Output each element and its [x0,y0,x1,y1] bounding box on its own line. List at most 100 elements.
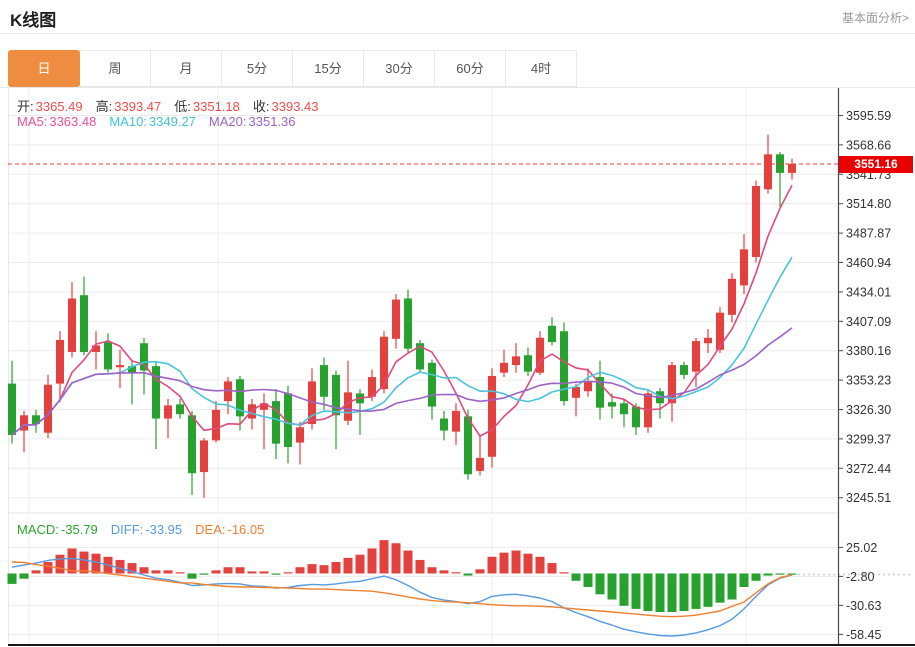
candle-body [716,312,724,350]
interval-tab-30min[interactable]: 30分 [363,50,435,87]
macd-hist-bar [571,573,581,581]
macd-hist-bar [211,570,221,574]
macd-hist-bar [787,573,797,575]
candle-body [320,365,328,397]
macd-hist-bar [559,572,569,574]
macd-hist-bar [163,570,173,574]
candle-body [476,457,484,471]
price-axis-label: 3245.51 [846,491,891,505]
macd-hist-bar [295,567,305,574]
macd-hist-bar [139,567,149,574]
macd-hist-bar [307,564,317,574]
macd-hist-bar [595,573,605,595]
candle-body [680,365,688,375]
macd-hist-bar [331,562,341,574]
candle-body [788,164,796,173]
candle-body [608,402,616,407]
page-title: K线图 [10,11,57,30]
macd-hist-bar [619,573,629,606]
candle-body [764,154,772,190]
interval-tab-month[interactable]: 月 [150,50,222,87]
macd-hist-bar [679,573,689,612]
candle-body [692,341,700,372]
candle-body [392,299,400,339]
macd-plot[interactable] [8,518,838,644]
price-axis-label: 3380.16 [846,344,891,358]
macd-hist-bar [79,551,89,574]
price-axis-label: 3326.30 [846,403,891,417]
macd-hist-bar [547,563,557,574]
candle-body [548,325,556,343]
macd-hist-bar [403,550,413,574]
current-price-badge: 3551.16 [839,156,913,173]
macd-hist-bar [379,540,389,574]
macd-hist-bar [655,573,665,613]
ohlc-high: 高: 3393.47 [95,99,162,114]
macd-hist-bar [667,573,677,613]
header-divider [0,33,915,34]
interval-tab-60min[interactable]: 60分 [434,50,506,87]
fundamental-analysis-link[interactable]: 基本面分析> [841,11,909,25]
macd-hist-bar [391,543,401,574]
macd-hist-bar [343,557,353,574]
chart-bottom-border [8,644,915,646]
macd-hist-bar [55,554,65,574]
macd-hist-bar [235,567,245,574]
candle-body [584,381,592,392]
interval-tab-5min[interactable]: 5分 [221,50,293,87]
interval-tabs: 日周月 5分 15分 30分 60分 4时 [8,50,577,87]
macd-hist-bar [7,573,17,584]
macd-hist-bar [199,573,209,575]
macd-hist-bar [223,567,233,574]
candle-body [488,375,496,457]
candle-body [140,343,148,371]
candle-body [404,298,412,349]
macd-legend: MACD: -35.79 DIFF: -33.95 DEA: -16.05 [17,522,264,537]
price-axis-label: 3568.66 [846,138,891,152]
candle-body [224,381,232,402]
candle-body [8,383,16,435]
macd-hist-bar [691,573,701,609]
candle-body [212,409,220,441]
candle-body [440,418,448,431]
macd-hist-bar [355,554,365,574]
macd-hist-bar [427,567,437,574]
macd-hist-bar [67,548,77,574]
ma-ma10: MA10: 3349.27 [109,114,196,129]
candle-body [524,355,532,372]
macd-axis-label: -2.80 [846,570,875,584]
ma-ma5: MA5: 3363.48 [17,114,97,129]
macd-hist-bar [727,573,737,600]
macd-hist-bar [175,572,185,574]
interval-tab-day[interactable]: 日 [8,50,80,87]
interval-tab-4hour[interactable]: 4时 [505,50,577,87]
ohlc-low: 低: 3351.18 [174,99,240,114]
macd-hist-bar [511,550,521,574]
candle-body [188,415,196,474]
interval-tab-15min[interactable]: 15分 [292,50,364,87]
candle-body [740,249,748,286]
ma-legend: MA5: 3363.48 MA10: 3349.27 MA20: 3351.36 [17,114,296,129]
candle-body [332,374,340,416]
candle-body [296,427,304,443]
macd-hist-bar [739,573,749,588]
candle-body [752,186,760,257]
ohlc-open: 开: 3365.49 [17,99,83,114]
candle-body [236,379,244,417]
macd-axis-label: -58.45 [846,628,881,642]
macd-hist-bar [463,573,473,576]
price-axis-label: 3460.94 [846,256,891,270]
macd-diff: DIFF: -33.95 [110,522,183,537]
candlestick-plot[interactable] [8,88,838,513]
macd-hist-bar [535,556,545,574]
candle-body [536,337,544,373]
macd-hist-bar [151,570,161,574]
price-axis-label: 3514.80 [846,197,891,211]
macd-hist-bar [259,571,269,574]
candle-body [416,343,424,370]
candle-body [452,410,460,432]
candle-body [380,336,388,390]
macd-hist-bar [643,573,653,612]
price-axis-label: 3299.37 [846,432,891,446]
